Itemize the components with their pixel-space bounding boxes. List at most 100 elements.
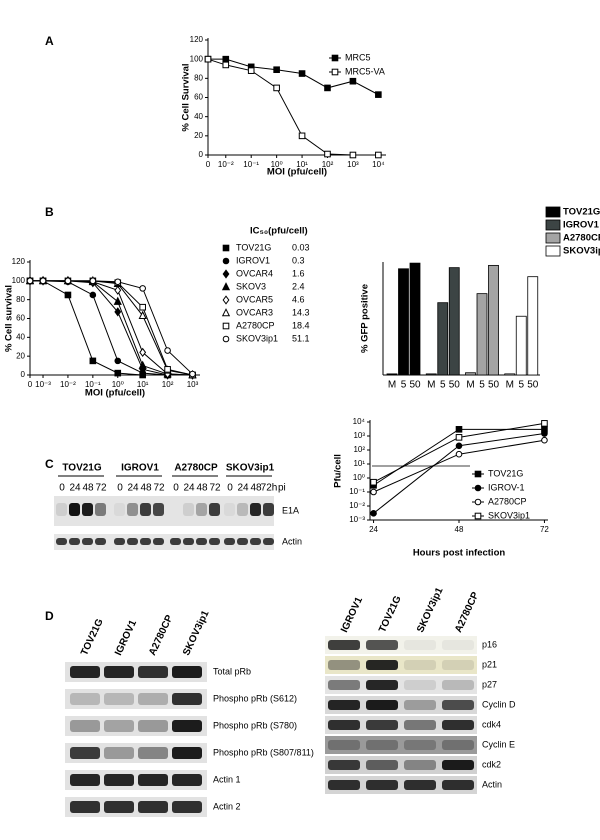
marker xyxy=(89,277,97,285)
y-tick-label: 100 xyxy=(190,54,204,63)
bar xyxy=(386,373,398,376)
marker xyxy=(222,269,230,279)
y-tick-label: 10⁴ xyxy=(353,417,366,426)
blot-band xyxy=(140,538,151,545)
marker xyxy=(324,84,331,92)
marker xyxy=(541,430,548,437)
series-line xyxy=(30,280,193,376)
bar xyxy=(527,276,539,376)
marker xyxy=(204,55,212,63)
legend-label: OVCAR4 xyxy=(236,268,273,278)
blot-band xyxy=(442,780,474,790)
lane-label: 72h xyxy=(261,483,278,494)
marker xyxy=(139,285,146,292)
band-label: Actin xyxy=(282,536,302,546)
lane-label: 48 xyxy=(140,483,152,494)
marker xyxy=(114,285,122,295)
x-tick-label: M xyxy=(388,380,396,391)
legend-label: IGROV-1 xyxy=(488,482,525,492)
marker xyxy=(114,278,122,286)
band-label: Actin xyxy=(482,779,502,789)
blot-band xyxy=(56,503,67,516)
blot-band xyxy=(328,720,360,730)
legend-swatch xyxy=(545,219,561,231)
blot-band xyxy=(153,503,164,516)
x-tick-label: 10³ xyxy=(347,160,359,169)
cell-line-label: A2780CP xyxy=(147,613,175,657)
x-tick-label: 10¹ xyxy=(137,380,149,389)
marker xyxy=(189,370,196,378)
marker xyxy=(541,420,548,427)
blot-band xyxy=(404,640,436,650)
marker xyxy=(541,436,548,444)
legend-label: SKOV3ip1 xyxy=(236,333,278,343)
legend-value: 4.6 xyxy=(292,294,305,304)
marker xyxy=(139,303,146,311)
blot-band xyxy=(442,660,474,670)
blot-band xyxy=(104,747,134,759)
lane-label: 24 xyxy=(127,483,139,494)
cell-line-label: IGROV1 xyxy=(121,463,159,474)
lane-label: 0 xyxy=(117,483,123,494)
blot-band xyxy=(366,680,398,690)
legend-label: A2780CP xyxy=(488,496,527,506)
blot-band xyxy=(172,720,202,732)
blot-band xyxy=(328,780,360,790)
legend-label: MRC5-VA xyxy=(345,66,385,76)
x-tick-label: 0 xyxy=(206,160,211,169)
blot-band xyxy=(404,660,436,670)
blot-band xyxy=(366,640,398,650)
y-tick-label: 20 xyxy=(16,351,25,360)
bar xyxy=(425,373,437,376)
x-tick-label: 50 xyxy=(488,380,500,391)
legend-swatch xyxy=(545,232,561,244)
marker xyxy=(114,307,122,317)
y-tick-label: 80 xyxy=(16,295,25,304)
y-axis-label: % Cell Survival xyxy=(181,63,192,131)
series-line xyxy=(30,280,193,375)
marker xyxy=(139,347,147,358)
blot-band xyxy=(328,640,360,650)
marker xyxy=(455,426,463,433)
marker xyxy=(222,322,230,330)
x-axis-label: Hours post infection xyxy=(413,548,506,559)
blot-band xyxy=(224,538,235,545)
legend-value: 51.1 xyxy=(292,333,310,343)
lane-label: 72 xyxy=(209,483,221,494)
marker xyxy=(221,308,231,317)
y-tick-label: 0 xyxy=(199,150,204,159)
blot-band xyxy=(183,503,194,516)
band-label: p21 xyxy=(482,659,497,669)
blot xyxy=(325,656,477,674)
lane-label: 24 xyxy=(237,483,249,494)
x-tick-label: 10¹ xyxy=(296,160,308,169)
blot xyxy=(325,776,477,794)
cell-line-label: SKOV3ip1 xyxy=(181,609,212,658)
cell-line-label: TOV21G xyxy=(377,594,404,634)
y-tick-label: 60 xyxy=(194,93,203,102)
blot-band xyxy=(104,693,134,705)
series-line xyxy=(30,280,193,376)
bar xyxy=(488,264,499,376)
series-line xyxy=(207,58,379,156)
blot-band xyxy=(404,720,436,730)
blot-band xyxy=(70,774,100,786)
blot-band xyxy=(127,538,138,545)
x-tick-label: 10⁻² xyxy=(60,380,76,389)
blot xyxy=(65,716,207,736)
legend-label: A2780CP xyxy=(236,320,275,330)
blot-band xyxy=(404,740,436,750)
blot-band xyxy=(70,801,100,813)
blot-band xyxy=(138,666,168,678)
blot-band xyxy=(56,538,67,545)
blot-band xyxy=(328,760,360,770)
marker xyxy=(273,84,280,92)
marker xyxy=(221,282,231,291)
marker xyxy=(113,296,122,305)
legend-value: 18.4 xyxy=(292,320,310,330)
marker xyxy=(324,150,331,158)
blot-band xyxy=(442,700,474,710)
marker xyxy=(474,470,482,478)
marker xyxy=(349,151,357,159)
marker xyxy=(164,347,171,354)
